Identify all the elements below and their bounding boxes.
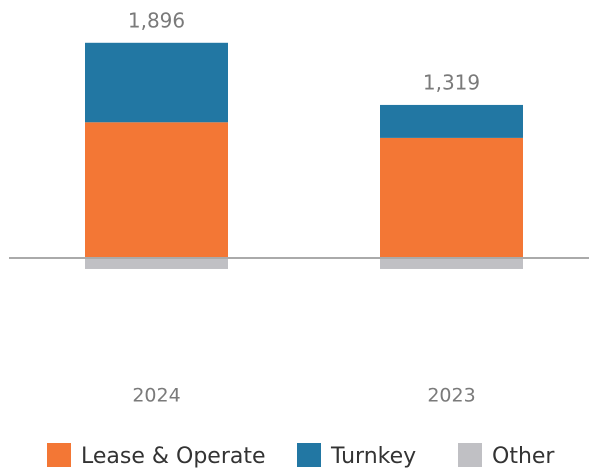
bar-segment: [380, 257, 523, 269]
legend-swatch: [47, 443, 71, 467]
x-tick-label: 2023: [427, 385, 475, 407]
bar-segment: [85, 122, 228, 258]
bar-segment: [380, 137, 523, 258]
legend-swatch: [458, 443, 482, 467]
bar-segment: [85, 42, 228, 123]
legend-label: Lease & Operate: [81, 444, 266, 468]
legend-swatch: [297, 443, 321, 467]
x-tick-label: 2024: [132, 385, 180, 407]
legend-label: Other: [492, 444, 555, 468]
bar-segment: [380, 104, 523, 138]
total-label: 1,896: [128, 8, 185, 32]
legend-label: Turnkey: [330, 444, 416, 468]
bar-segment: [85, 257, 228, 269]
total-label: 1,319: [423, 70, 480, 94]
